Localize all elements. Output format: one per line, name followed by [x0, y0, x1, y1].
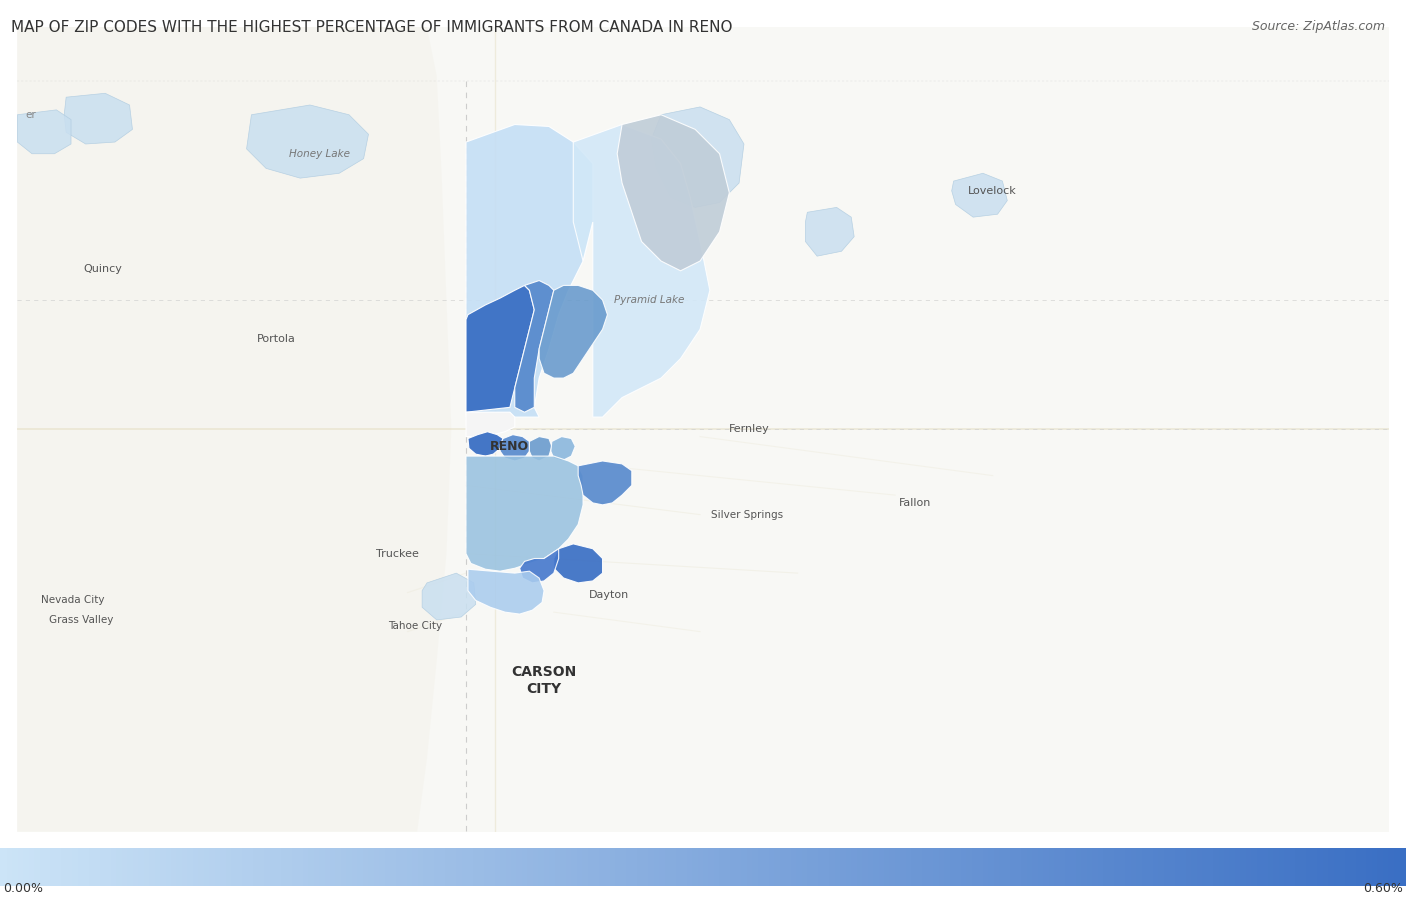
Polygon shape	[574, 124, 710, 417]
Polygon shape	[246, 105, 368, 178]
Polygon shape	[952, 174, 1007, 218]
Polygon shape	[501, 434, 530, 461]
Polygon shape	[578, 461, 631, 505]
Text: CARSON
CITY: CARSON CITY	[512, 665, 576, 696]
Text: Source: ZipAtlas.com: Source: ZipAtlas.com	[1251, 20, 1385, 32]
Polygon shape	[468, 569, 544, 614]
Polygon shape	[17, 110, 72, 154]
Text: Truckee: Truckee	[377, 548, 419, 558]
Text: 0.60%: 0.60%	[1364, 882, 1403, 895]
Polygon shape	[806, 208, 855, 256]
Polygon shape	[422, 574, 475, 620]
Text: Quincy: Quincy	[84, 263, 122, 274]
Text: Honey Lake: Honey Lake	[290, 148, 350, 159]
Text: MAP OF ZIP CODES WITH THE HIGHEST PERCENTAGE OF IMMIGRANTS FROM CANADA IN RENO: MAP OF ZIP CODES WITH THE HIGHEST PERCEN…	[11, 20, 733, 35]
Polygon shape	[651, 107, 744, 208]
Polygon shape	[65, 93, 132, 144]
Polygon shape	[465, 124, 593, 417]
Text: Fallon: Fallon	[898, 498, 931, 508]
Polygon shape	[465, 456, 583, 571]
Text: Portola: Portola	[256, 334, 295, 344]
Polygon shape	[538, 285, 607, 378]
Polygon shape	[554, 544, 603, 583]
Text: Nevada City: Nevada City	[41, 595, 104, 605]
Polygon shape	[551, 437, 575, 461]
Text: Pyramid Lake: Pyramid Lake	[614, 295, 685, 305]
Text: Grass Valley: Grass Valley	[49, 615, 112, 625]
Polygon shape	[465, 285, 534, 413]
Text: Tahoe City: Tahoe City	[388, 621, 443, 631]
Polygon shape	[515, 280, 554, 413]
Text: RENO: RENO	[491, 440, 530, 453]
Polygon shape	[530, 437, 551, 461]
Text: Fernley: Fernley	[728, 423, 769, 434]
Polygon shape	[468, 432, 503, 456]
Text: Silver Springs: Silver Springs	[711, 510, 783, 520]
Text: Lovelock: Lovelock	[969, 186, 1017, 196]
Polygon shape	[17, 27, 451, 832]
Text: er: er	[25, 110, 37, 120]
Polygon shape	[617, 115, 730, 271]
Polygon shape	[465, 413, 515, 437]
Polygon shape	[520, 548, 558, 583]
Text: Dayton: Dayton	[589, 590, 630, 600]
Polygon shape	[17, 27, 1389, 832]
Text: 0.00%: 0.00%	[3, 882, 42, 895]
